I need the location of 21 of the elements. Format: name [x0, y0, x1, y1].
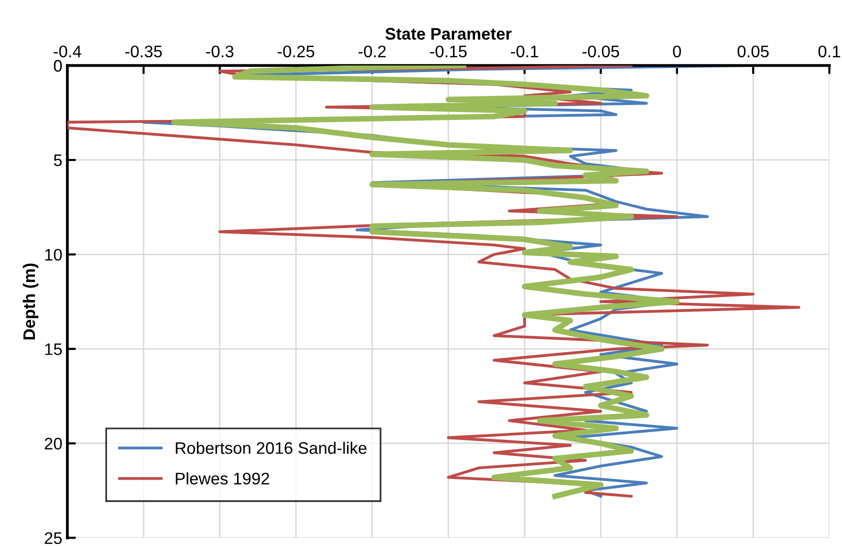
y-tick-label: 5 — [54, 154, 62, 166]
legend-label: Robertson 2016 Sand-like — [176, 442, 366, 454]
x-tick-label: -0.35 — [125, 46, 162, 58]
y-tick-label: 15 — [45, 343, 62, 356]
y-tick-label: 0 — [54, 60, 62, 72]
x-tick-label: 0.05 — [738, 46, 769, 58]
y-tick-label: 20 — [44, 438, 62, 450]
x-tick-label: -0.1 — [510, 46, 538, 58]
x-tick-label: 0 — [672, 46, 681, 58]
x-tick-label: -0.4 — [54, 46, 82, 58]
x-tick-label: -0.2 — [358, 46, 386, 58]
y-tick-label: 25 — [44, 532, 62, 544]
y-axis-title: Depth (m) — [22, 264, 38, 340]
x-tick-label: -0.25 — [278, 46, 314, 58]
legend-label: Plewes 1992 — [176, 472, 270, 485]
y-tick-label: 10 — [45, 248, 62, 261]
x-tick-label: 0.1 — [818, 46, 840, 58]
x-tick-label: -0.15 — [430, 46, 467, 58]
x-tick-label: -0.05 — [582, 46, 620, 58]
x-tick-label: -0.3 — [206, 46, 234, 58]
x-axis-title: State Parameter — [385, 28, 512, 40]
